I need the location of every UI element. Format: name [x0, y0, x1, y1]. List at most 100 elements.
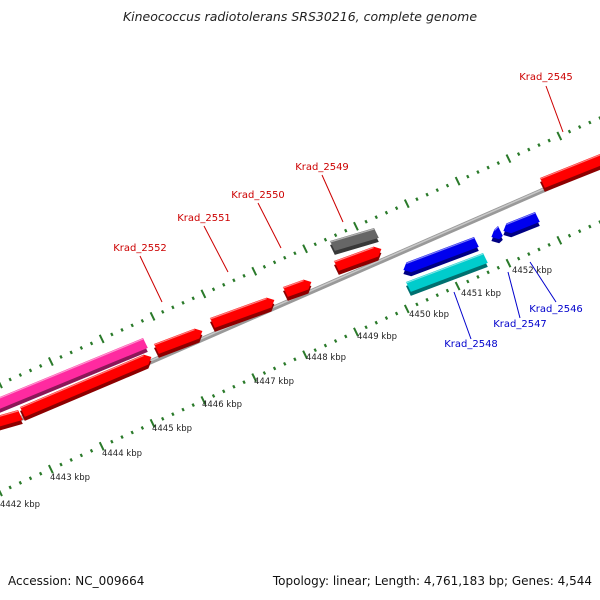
label-krad_2550: Krad_2550 [231, 190, 285, 201]
leader-krad_2550 [257, 202, 282, 249]
gene-krad-2549 [333, 246, 382, 275]
label-krad_2547: Krad_2547 [493, 319, 547, 330]
leader-krad_2545 [545, 85, 564, 133]
gene-magenta-left [0, 338, 148, 413]
bottom-scale-major-tick [302, 350, 308, 360]
bottom-scale-minor-tick [384, 316, 389, 321]
bottom-scale-major-tick [556, 235, 563, 245]
top-scale-minor-tick [344, 228, 348, 233]
top-scale-minor-tick [191, 296, 195, 301]
bottom-scale-minor-tick [79, 453, 84, 458]
kbp-label: 4452 kbp [512, 266, 552, 276]
label-leader-lines [139, 85, 564, 340]
gene-red-edge [0, 410, 23, 431]
bottom-scale-minor-tick [435, 293, 439, 298]
bottom-scale-minor-tick [527, 252, 531, 256]
kbp-label: 4443 kbp [50, 473, 90, 483]
bottom-scale-minor-tick [120, 435, 124, 440]
kbp-scale-labels: 4442 kbp 4443 kbp 4444 kbp 4445 kbp 4446 kbp… [0, 266, 552, 510]
top-scale-minor-tick [577, 125, 582, 129]
gene-krad-2550 [282, 279, 312, 301]
gene-cyan [405, 253, 488, 296]
bottom-scale-minor-tick [547, 242, 551, 247]
bottom-scale-minor-tick [130, 430, 134, 435]
bottom-scale-minor-tick [577, 229, 582, 234]
kbp-label: 4450 kbp [409, 310, 449, 320]
top-scale-minor-tick [466, 174, 470, 179]
bottom-scale-minor-tick [262, 371, 267, 375]
label-krad_2552: Krad_2552 [113, 243, 167, 254]
top-scale-minor-tick [435, 188, 439, 193]
gene-gray [329, 228, 379, 255]
bottom-scale-minor-tick [496, 265, 500, 270]
gene-krad-2548 [403, 237, 479, 277]
kbp-label: 4442 kbp [0, 500, 40, 510]
top-scale-minor-tick [496, 161, 500, 166]
top-scale-minor-tick [110, 332, 114, 337]
bottom-scale-minor-tick [222, 389, 226, 394]
top-scale-major-tick [200, 289, 207, 299]
top-scale-minor-tick [161, 309, 165, 314]
label-krad_2545: Krad_2545 [519, 72, 573, 83]
top-scale-minor-tick [293, 251, 297, 256]
bottom-scale-minor-tick [89, 448, 94, 453]
gene-krad-2552 [153, 328, 203, 358]
bottom-scale-minor-tick [445, 288, 450, 293]
top-scale-major-tick [454, 176, 461, 186]
leader-krad_2548 [453, 291, 472, 340]
bottom-scale-minor-tick [567, 233, 572, 238]
top-scale-minor-tick [567, 129, 572, 134]
bottom-scale-minor-tick [394, 311, 399, 316]
top-scale-minor-tick [59, 355, 63, 359]
top-scale-minor-tick [140, 318, 145, 323]
gene-krad-2547 [491, 226, 503, 244]
bottom-scale-major-tick [353, 327, 359, 337]
bottom-scale-minor-tick [323, 343, 328, 348]
kbp-label: 4449 kbp [357, 332, 397, 342]
bottom-scale-minor-tick [333, 339, 338, 343]
top-scale-minor-tick [120, 327, 124, 332]
top-scale-major-tick [353, 221, 359, 231]
bottom-scale-minor-tick [415, 302, 419, 307]
top-scale-major-tick [98, 334, 105, 344]
top-scale-minor-tick [8, 377, 12, 382]
top-scale-minor-tick [313, 242, 317, 247]
bottom-scale-minor-tick [232, 384, 236, 389]
top-scale-major-tick [556, 131, 563, 141]
top-scale-minor-tick [374, 215, 378, 220]
top-scale-minor-tick [171, 305, 175, 310]
top-scale-minor-tick [415, 197, 419, 202]
bottom-scale-minor-tick [171, 412, 175, 417]
top-scale-minor-tick [262, 264, 267, 269]
bottom-scale-minor-tick [425, 297, 429, 302]
top-scale-minor-tick [537, 143, 541, 147]
bottom-scale-minor-tick [181, 407, 185, 412]
top-scale-minor-tick [384, 210, 389, 215]
top-scale-minor-tick [130, 323, 134, 328]
bottom-scale-major-tick [47, 464, 54, 474]
label-krad_2546: Krad_2546 [529, 304, 583, 315]
bottom-scale-minor-tick [211, 393, 216, 398]
top-scale-minor-tick [364, 219, 368, 224]
top-scale-major-tick [0, 381, 3, 389]
bottom-scale-minor-tick [28, 476, 33, 481]
bottom-scale-minor-tick [161, 416, 165, 421]
label-krad_2549: Krad_2549 [295, 162, 349, 173]
top-scale-minor-tick [486, 165, 490, 170]
leader-krad_2552 [139, 255, 163, 303]
bottom-scale-major-tick [98, 441, 105, 451]
bottom-scale-minor-tick [374, 320, 378, 325]
top-scale-minor-tick [516, 152, 521, 156]
top-scale-minor-tick [79, 346, 84, 350]
top-scale-minor-tick [425, 192, 429, 197]
top-scale-major-tick [251, 266, 258, 276]
bottom-scale-minor-tick [476, 274, 480, 279]
bottom-scale-major-tick [505, 258, 512, 268]
top-scale-major-tick [403, 199, 410, 209]
leader-krad_2546 [529, 261, 557, 303]
top-scale-minor-tick [333, 233, 338, 238]
kbp-label: 4446 kbp [202, 400, 242, 410]
top-scale-major-tick [149, 311, 156, 321]
top-scale-minor-tick [323, 237, 328, 242]
